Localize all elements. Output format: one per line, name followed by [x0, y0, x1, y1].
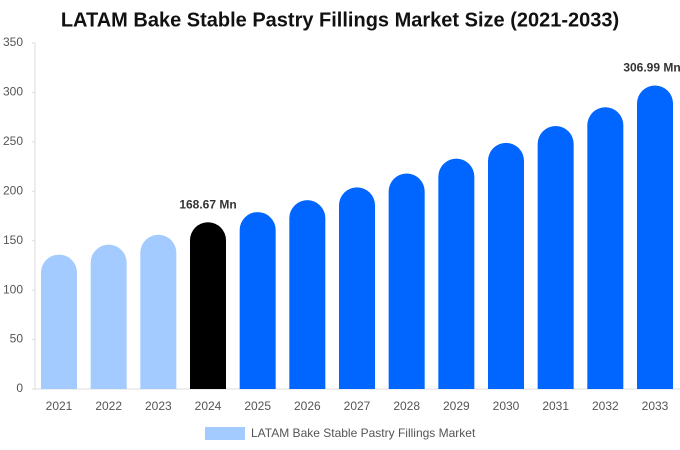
x-tick-label: 2033	[642, 399, 669, 413]
y-tick-label: 300	[3, 85, 23, 99]
y-tick-label: 200	[3, 183, 23, 197]
bar	[239, 212, 276, 389]
y-tick-label: 250	[3, 134, 23, 148]
bar	[90, 244, 127, 389]
bar	[339, 187, 375, 389]
bar	[289, 200, 326, 389]
x-tick-label: 2028	[393, 399, 420, 413]
bar	[488, 142, 524, 389]
y-tick-label: 150	[3, 233, 23, 247]
y-tick-label: 50	[10, 332, 24, 346]
chart-title: LATAM Bake Stable Pastry Fillings Market…	[61, 9, 619, 31]
x-tick-label: 2023	[145, 399, 172, 413]
x-tick-label: 2021	[46, 399, 73, 413]
bar	[190, 222, 226, 389]
bar	[140, 234, 177, 389]
x-tick-label: 2030	[493, 399, 520, 413]
bar	[41, 254, 77, 389]
bar	[637, 85, 673, 389]
bar	[537, 126, 574, 390]
x-tick-label: 2024	[195, 399, 222, 413]
value-label: 306.99 Mn	[623, 61, 680, 75]
x-tick-label: 2032	[592, 399, 619, 413]
x-tick-label: 2031	[542, 399, 569, 413]
y-tick-label: 100	[3, 282, 23, 296]
legend-label: LATAM Bake Stable Pastry Fillings Market	[251, 426, 476, 440]
y-tick-label: 0	[16, 381, 23, 395]
bar	[438, 158, 475, 389]
x-tick-label: 2026	[294, 399, 321, 413]
y-tick-label: 350	[3, 35, 23, 49]
x-tick-label: 2022	[95, 399, 122, 413]
value-label: 168.67 Mn	[179, 197, 236, 211]
legend-swatch	[205, 427, 245, 440]
x-tick-label: 2025	[244, 399, 271, 413]
x-tick-label: 2027	[344, 399, 371, 413]
bar	[587, 107, 624, 389]
bar	[388, 173, 425, 389]
x-tick-label: 2029	[443, 399, 470, 413]
